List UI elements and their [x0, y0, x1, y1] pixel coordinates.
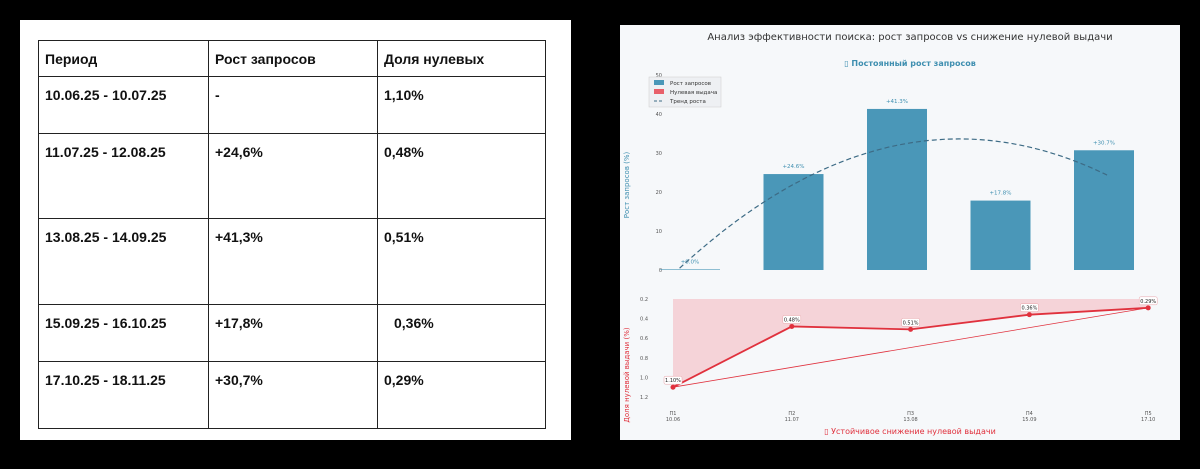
- table-row: 13.08.25 - 14.09.25 +41,3% 0,51%: [38, 218, 546, 305]
- x-tick-date: 15.09: [1022, 417, 1036, 423]
- cell-growth: +41,3%: [208, 218, 378, 305]
- bar: [867, 108, 927, 271]
- cell-period: 15.09.25 - 16.10.25: [38, 304, 209, 362]
- bar-data-label: +24.6%: [782, 164, 804, 170]
- trend-line: [679, 138, 1110, 269]
- bar: [970, 200, 1031, 270]
- cell-growth: -: [208, 76, 378, 134]
- y-tick-label: 10: [656, 229, 662, 235]
- cell-growth: +24,6%: [208, 133, 378, 219]
- data-label: 0.48%: [784, 317, 800, 323]
- cell-zero-share: 0,48%: [377, 133, 546, 219]
- y-tick-label: 0.6: [640, 336, 648, 342]
- data-label-box: [1138, 296, 1158, 306]
- bar-data-label: +30.7%: [1093, 140, 1115, 146]
- y-tick-label: 0: [659, 268, 662, 274]
- data-label: 0.36%: [1021, 306, 1037, 312]
- y-tick-label: 1.2: [640, 395, 648, 401]
- chart-panel: Анализ эффективности поиска: рост запрос…: [620, 25, 1180, 440]
- cell-period: 13.08.25 - 14.09.25: [38, 218, 209, 305]
- legend-label-bar: Рост запросов: [670, 81, 711, 87]
- data-label-box: [1020, 303, 1039, 312]
- data-label: 0.29%: [1140, 299, 1156, 305]
- trend-line: [672, 307, 1149, 388]
- x-tick-date: 11.07: [785, 417, 799, 423]
- table-row: 11.07.25 - 12.08.25 +24,6% 0,48%: [38, 133, 546, 219]
- cell-zero-share: 0,29%: [377, 361, 546, 429]
- table-header-row: Период Рост запросов Доля нулевых: [38, 40, 546, 77]
- upper-subtitle: ▯ Постоянный рост запросов: [844, 59, 976, 68]
- y-tick-label: 1.0: [640, 375, 648, 381]
- data-label-box: [901, 318, 920, 327]
- y-tick-label: 40: [656, 112, 662, 118]
- data-point: [670, 384, 676, 390]
- lower-subtitle: ▯ Устойчивое снижение нулевой выдачи: [824, 427, 996, 436]
- y-tick-label: 0.4: [640, 317, 648, 323]
- data-point: [1145, 305, 1151, 311]
- x-tick-label: П3: [907, 411, 914, 417]
- data-point: [789, 323, 795, 329]
- cell-period: 11.07.25 - 12.08.25: [38, 133, 209, 219]
- header-growth: Рост запросов: [208, 40, 378, 77]
- y-tick-label: 50: [656, 73, 662, 79]
- x-tick-label: П1: [670, 411, 677, 417]
- header-period: Период: [38, 40, 209, 77]
- cell-zero-share: 0,36%: [377, 304, 546, 362]
- bar-data-label: +41.3%: [886, 99, 908, 105]
- x-tick-label: П2: [788, 411, 795, 417]
- legend-label-zero: Нулевая выдача: [670, 90, 717, 96]
- legend-swatch-bar: [654, 80, 664, 85]
- cell-period: 10.06.25 - 10.07.25: [38, 76, 209, 134]
- legend-swatch-zero: [654, 89, 664, 94]
- header-zero-share: Доля нулевых: [377, 40, 546, 77]
- data-point: [1026, 312, 1032, 318]
- data-point: [908, 326, 914, 332]
- data-label: 0.51%: [903, 320, 919, 326]
- bar-data-label: +17.8%: [989, 191, 1011, 197]
- x-tick-label: П5: [1145, 411, 1152, 417]
- cell-growth: +30,7%: [208, 361, 378, 429]
- table-row: 17.10.25 - 18.11.25 +30,7% 0,29%: [38, 361, 546, 429]
- y-tick-label: 30: [656, 151, 662, 157]
- y-tick-label: 20: [656, 190, 662, 196]
- bar-data-label: +0.0%: [681, 259, 700, 265]
- table-panel: Период Рост запросов Доля нулевых 10.06.…: [20, 20, 571, 440]
- cell-growth: +17,8%: [208, 304, 378, 362]
- y-tick-label: 0.8: [640, 356, 648, 362]
- bar: [1074, 150, 1134, 270]
- chart-svg: Анализ эффективности поиска: рост запрос…: [623, 32, 1158, 436]
- table-row: 15.09.25 - 16.10.25 +17,8% 0,36%: [38, 304, 546, 362]
- upper-plot: 0 10 20 30 40 50 +0.0% +24.6% +41.3% +17.8% +30.7%: [656, 73, 1134, 274]
- y-tick-label: 0.2: [640, 297, 648, 303]
- table-row: 10.06.25 - 10.07.25 - 1,10%: [38, 76, 546, 134]
- data-table: Период Рост запросов Доля нулевых 10.06.…: [38, 40, 546, 429]
- cell-zero-share: 0,51%: [377, 218, 546, 305]
- data-label: 1.10%: [665, 378, 681, 384]
- x-tick-date: 10.06: [666, 417, 680, 423]
- legend-label-trend: Тренд роста: [669, 99, 706, 105]
- bar: [660, 269, 720, 270]
- data-label-box: [663, 375, 683, 385]
- chart-title: Анализ эффективности поиска: рост запрос…: [707, 32, 1112, 43]
- legend: Рост запросов Нулевая выдача Тренд роста: [648, 76, 722, 108]
- x-tick-label: П4: [1026, 411, 1033, 417]
- bar: [763, 174, 824, 270]
- upper-ylabel: Рост запросов (%): [623, 151, 631, 218]
- x-tick-date: 17.10: [1141, 417, 1155, 423]
- lower-ylabel: Доля нулевой выдачи (%): [623, 327, 631, 422]
- cell-zero-share: 1,10%: [377, 76, 546, 134]
- data-label-box: [782, 315, 802, 324]
- cell-period: 17.10.25 - 18.11.25: [38, 361, 209, 429]
- x-tick-date: 13.08: [903, 417, 917, 423]
